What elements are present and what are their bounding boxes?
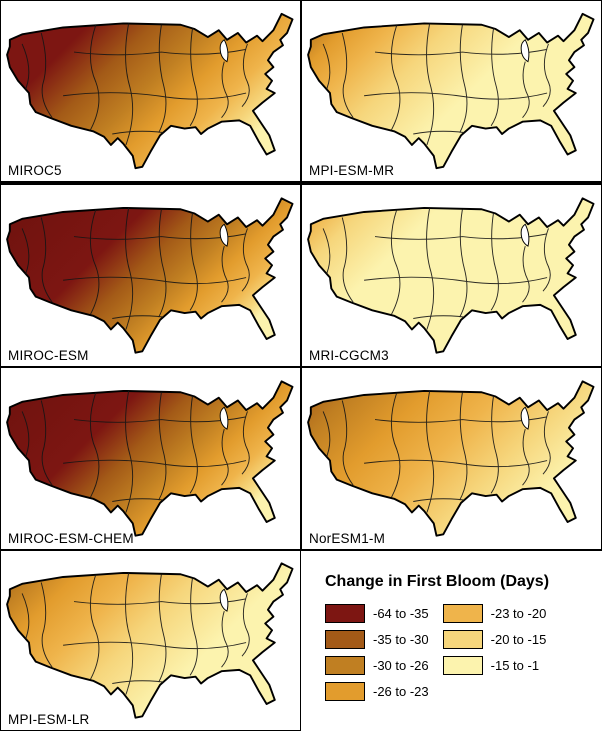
legend-item-label: -23 to -20 xyxy=(490,606,547,621)
map-label-mpi-esm-mr: MPI-ESM-MR xyxy=(309,163,395,178)
map-label-noresm1-m: NorESM1-M xyxy=(309,531,386,546)
legend-swatch xyxy=(325,656,365,675)
map-label-miroc5: MIROC5 xyxy=(8,163,62,178)
map-label-miroc-esm-chem: MIROC-ESM-CHEM xyxy=(8,531,134,546)
us-map-mpi-esm-mr xyxy=(307,12,595,170)
legend-item-label: -26 to -23 xyxy=(373,684,429,699)
map-label-miroc-esm: MIROC-ESM xyxy=(8,348,89,363)
legend-swatch xyxy=(442,630,483,649)
legend-swatch xyxy=(442,656,483,675)
map-panel-miroc-esm: MIROC-ESM xyxy=(0,184,301,367)
legend-item-label: -15 to -1 xyxy=(490,658,540,673)
map-panel-mri-cgcm3: MRI-CGCM3 xyxy=(301,184,602,367)
map-panel-mpi-esm-mr: MPI-ESM-MR xyxy=(301,0,602,184)
legend-item: -35 to -30 xyxy=(325,630,429,649)
map-panel-mpi-esm-lr: MPI-ESM-LR xyxy=(0,550,301,731)
legend-item-label: -35 to -30 xyxy=(373,632,429,647)
us-map-miroc-esm-chem xyxy=(6,380,294,537)
us-map-mpi-esm-lr xyxy=(6,562,294,719)
legend-item: -20 to -15 xyxy=(442,630,547,649)
legend-item: -15 to -1 xyxy=(442,656,547,675)
us-map-miroc-esm xyxy=(6,197,294,354)
us-map-mri-cgcm3 xyxy=(307,197,595,354)
legend-columns: -64 to -35 -35 to -30 -30 to -26 -26 to … xyxy=(325,604,602,708)
legend-swatch xyxy=(325,682,365,701)
legend-swatch xyxy=(442,604,483,623)
legend-item-label: -30 to -26 xyxy=(373,658,429,673)
legend-swatch xyxy=(325,630,365,649)
legend-item-label: -64 to -35 xyxy=(373,606,429,621)
map-panel-miroc5: MIROC5 xyxy=(0,0,301,184)
legend-item: -30 to -26 xyxy=(325,656,429,675)
map-panel-miroc-esm-chem: MIROC-ESM-CHEM xyxy=(0,367,301,550)
us-map-miroc5 xyxy=(6,12,294,170)
map-panel-noresm1-m: NorESM1-M xyxy=(301,367,602,550)
legend-swatch xyxy=(325,604,365,623)
legend: Change in First Bloom (Days) -64 to -35 … xyxy=(301,550,602,731)
legend-title: Change in First Bloom (Days) xyxy=(325,573,550,590)
legend-column-1: -64 to -35 -35 to -30 -30 to -26 -26 to … xyxy=(325,604,429,708)
legend-column-2: -23 to -20 -20 to -15 -15 to -1 xyxy=(442,604,547,708)
legend-item-label: -20 to -15 xyxy=(490,632,547,647)
map-label-mri-cgcm3: MRI-CGCM3 xyxy=(309,348,389,363)
us-map-noresm1-m xyxy=(307,380,595,537)
legend-item: -64 to -35 xyxy=(325,604,429,623)
legend-item: -23 to -20 xyxy=(442,604,547,623)
legend-item: -26 to -23 xyxy=(325,682,429,701)
map-label-mpi-esm-lr: MPI-ESM-LR xyxy=(8,712,90,727)
